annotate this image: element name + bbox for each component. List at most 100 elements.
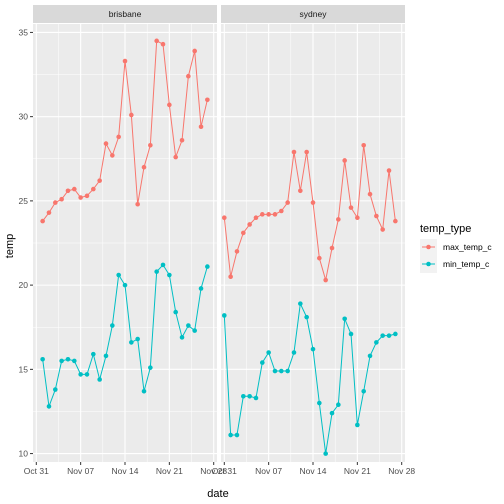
data-point-min_temp_c xyxy=(53,387,58,392)
data-point-max_temp_c xyxy=(234,249,240,254)
data-point-min_temp_c xyxy=(317,400,322,406)
data-point-min_temp_c xyxy=(167,272,172,278)
data-point-max_temp_c xyxy=(336,217,341,222)
data-point-max_temp_c xyxy=(310,200,316,205)
data-point-max_temp_c xyxy=(205,97,210,103)
data-point-max_temp_c xyxy=(84,193,90,199)
legend-title: temp_type xyxy=(420,223,471,235)
data-point-max_temp_c xyxy=(393,218,398,224)
data-point-max_temp_c xyxy=(179,137,185,143)
data-point-min_temp_c xyxy=(234,432,240,438)
data-point-min_temp_c xyxy=(65,356,71,362)
legend: temp_type max_temp_c min_temp_c xyxy=(420,223,492,273)
data-point-min_temp_c xyxy=(336,402,341,408)
data-point-max_temp_c xyxy=(135,201,140,207)
data-point-min_temp_c xyxy=(374,340,379,345)
data-point-max_temp_c xyxy=(247,222,252,227)
data-point-max_temp_c xyxy=(116,134,121,140)
facet-strip-label: brisbane xyxy=(109,9,142,19)
y-tick-label: 10 xyxy=(19,449,29,459)
data-point-max_temp_c xyxy=(260,212,265,217)
data-point-max_temp_c xyxy=(272,212,278,217)
data-point-max_temp_c xyxy=(317,255,322,261)
data-point-min_temp_c xyxy=(329,410,335,416)
data-point-max_temp_c xyxy=(186,73,191,79)
data-point-min_temp_c xyxy=(198,286,204,291)
legend-item-max_temp_c: max_temp_c xyxy=(420,239,492,256)
series-line-max_temp_c-sydney xyxy=(223,145,396,281)
data-point-min_temp_c xyxy=(342,316,347,322)
data-point-max_temp_c xyxy=(222,215,227,221)
data-point-max_temp_c xyxy=(110,153,115,158)
data-point-min_temp_c xyxy=(186,323,191,328)
data-point-max_temp_c xyxy=(355,215,360,221)
data-point-max_temp_c xyxy=(253,215,259,221)
data-point-min_temp_c xyxy=(323,451,328,456)
data-point-max_temp_c xyxy=(103,141,109,146)
data-point-max_temp_c xyxy=(361,142,366,148)
data-point-min_temp_c xyxy=(110,323,115,328)
data-point-min_temp_c xyxy=(291,350,297,355)
x-tick-label: Nov 21 xyxy=(344,466,371,476)
data-point-min_temp_c xyxy=(247,394,252,399)
data-point-min_temp_c xyxy=(260,360,265,365)
data-point-min_temp_c xyxy=(122,282,128,288)
y-tick-label: 20 xyxy=(19,280,29,290)
data-point-max_temp_c xyxy=(53,200,58,205)
data-point-min_temp_c xyxy=(129,340,134,345)
legend-label: min_temp_c xyxy=(443,259,490,269)
data-point-min_temp_c xyxy=(40,356,45,362)
y-tick-label: 35 xyxy=(19,27,29,37)
facet-panel-sydney: sydney xyxy=(221,5,405,462)
data-point-min_temp_c xyxy=(91,351,96,357)
data-point-min_temp_c xyxy=(380,333,385,338)
facet-strip xyxy=(221,5,405,23)
data-point-min_temp_c xyxy=(228,432,233,438)
x-tick-label: Nov 07 xyxy=(67,466,94,476)
x-axis-title: date xyxy=(207,488,228,500)
data-point-max_temp_c xyxy=(329,245,335,251)
data-point-min_temp_c xyxy=(253,395,259,401)
data-point-min_temp_c xyxy=(298,301,303,306)
y-tick-label: 30 xyxy=(19,112,29,122)
facet-panels: brisbane sydney xyxy=(33,5,405,462)
data-point-max_temp_c xyxy=(266,212,271,217)
data-point-min_temp_c xyxy=(135,336,140,342)
data-point-min_temp_c xyxy=(141,388,147,394)
x-tick-label: Nov 28 xyxy=(388,466,415,476)
x-tick-label: Oct 31 xyxy=(24,466,49,476)
data-point-min_temp_c xyxy=(266,350,271,355)
facet-strip xyxy=(33,5,217,23)
data-point-min_temp_c xyxy=(222,313,227,318)
data-point-max_temp_c xyxy=(228,274,233,279)
data-point-max_temp_c xyxy=(91,186,96,192)
data-point-max_temp_c xyxy=(367,191,373,197)
data-point-min_temp_c xyxy=(173,309,178,315)
data-point-min_temp_c xyxy=(310,346,316,352)
data-point-max_temp_c xyxy=(192,48,197,54)
x-tick-label: Nov 14 xyxy=(300,466,327,476)
x-tick-label: Nov 21 xyxy=(156,466,183,476)
data-point-min_temp_c xyxy=(393,331,398,337)
data-point-min_temp_c xyxy=(241,394,246,399)
data-point-max_temp_c xyxy=(304,149,309,155)
data-point-min_temp_c xyxy=(367,353,373,359)
data-point-min_temp_c xyxy=(355,422,360,428)
data-point-min_temp_c xyxy=(59,358,64,364)
legend-item-min_temp_c: min_temp_c xyxy=(420,256,490,273)
x-tick-label: Nov 07 xyxy=(255,466,282,476)
data-point-min_temp_c xyxy=(179,335,185,340)
data-point-max_temp_c xyxy=(348,205,354,210)
data-point-min_temp_c xyxy=(192,328,197,333)
legend-label: max_temp_c xyxy=(443,242,492,252)
data-point-min_temp_c xyxy=(279,368,284,374)
data-point-max_temp_c xyxy=(167,102,172,108)
data-point-max_temp_c xyxy=(279,208,284,214)
data-point-max_temp_c xyxy=(374,213,379,219)
legend-key-point xyxy=(426,261,431,267)
data-point-max_temp_c xyxy=(97,178,102,183)
x-tick-label: Nov 28 xyxy=(200,466,227,476)
data-point-min_temp_c xyxy=(386,333,392,338)
